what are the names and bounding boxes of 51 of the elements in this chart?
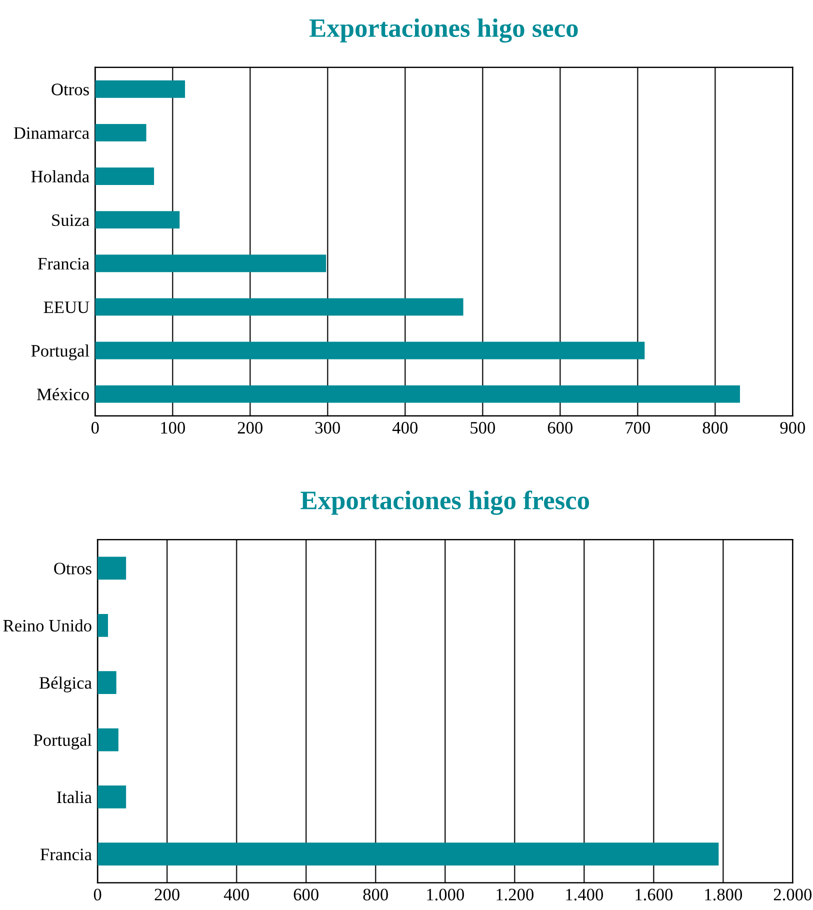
x-tick-label: 2.000 xyxy=(774,888,812,901)
x-tick-label: 300 xyxy=(315,422,340,434)
bar xyxy=(95,168,154,185)
y-tick-label: Portugal xyxy=(31,344,90,360)
bar xyxy=(98,671,116,694)
x-tick-label: 1.800 xyxy=(705,888,742,901)
x-tick-label: 800 xyxy=(702,422,728,434)
y-tick-label: EEUU xyxy=(44,302,90,314)
x-tick-label: 200 xyxy=(238,422,262,434)
y-tick-label: Otros xyxy=(52,84,89,96)
bar xyxy=(98,556,126,580)
y-tick-label: Holanda xyxy=(31,170,90,182)
bar xyxy=(98,842,719,866)
x-tick-label: 0 xyxy=(91,422,99,434)
bar xyxy=(95,80,186,98)
chart-title: Exportaciones higo fresco xyxy=(300,490,589,515)
bar xyxy=(95,254,326,272)
bar xyxy=(95,342,645,360)
x-tick-label: 200 xyxy=(154,888,180,900)
y-tick-label: México xyxy=(37,388,89,400)
x-tick-label: 100 xyxy=(161,422,185,434)
x-tick-label: 1.000 xyxy=(427,888,464,901)
y-tick-label: Reino Unido xyxy=(3,619,92,632)
y-tick-label: Francia xyxy=(40,848,92,860)
bar xyxy=(98,614,108,637)
y-tick-label: Otros xyxy=(54,562,92,574)
x-tick-label: 400 xyxy=(392,422,418,434)
x-tick-label: 1.400 xyxy=(566,888,604,901)
x-tick-label: 600 xyxy=(548,422,573,434)
x-tick-label: 0 xyxy=(94,888,102,900)
chart-title: Exportaciones higo seco xyxy=(309,18,578,43)
x-tick-label: 1.200 xyxy=(496,888,534,901)
x-tick-label: 900 xyxy=(780,422,806,434)
bar xyxy=(95,124,146,142)
y-tick-label: Francia xyxy=(38,258,90,270)
y-tick-label: Bélgica xyxy=(39,676,92,692)
x-tick-label: 600 xyxy=(294,888,318,900)
x-tick-label: 800 xyxy=(363,888,388,900)
x-tick-label: 500 xyxy=(470,422,496,434)
x-tick-label: 700 xyxy=(626,422,650,434)
bar xyxy=(98,728,118,752)
y-tick-label: Portugal xyxy=(34,734,92,750)
x-tick-label: 1.600 xyxy=(636,888,673,901)
bar xyxy=(95,385,740,403)
y-tick-label: Italia xyxy=(56,790,92,804)
y-tick-label: Dinamarca xyxy=(14,127,90,139)
y-tick-label: Suiza xyxy=(52,214,90,226)
bar xyxy=(95,298,464,316)
bar xyxy=(95,211,180,229)
x-tick-label: 400 xyxy=(224,888,249,900)
bar xyxy=(98,785,126,808)
